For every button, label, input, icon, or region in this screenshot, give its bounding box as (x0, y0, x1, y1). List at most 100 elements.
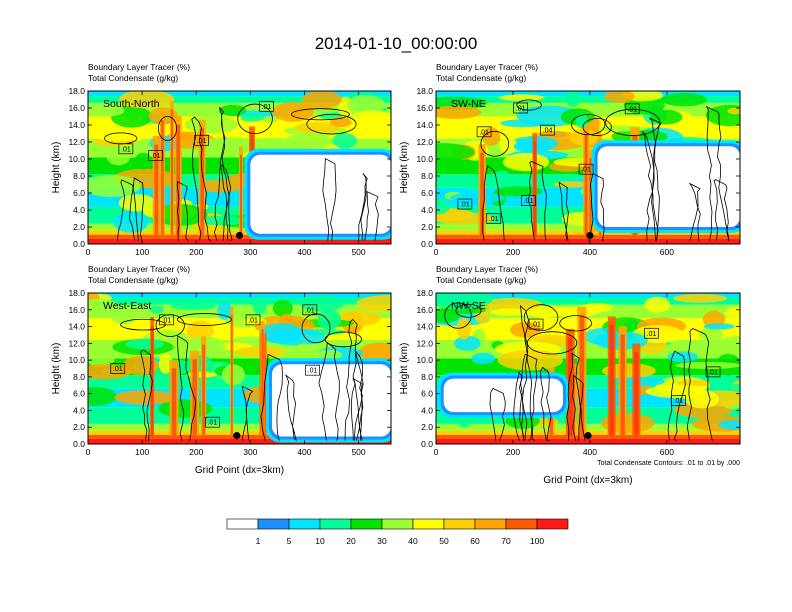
contour-label-box (259, 100, 274, 112)
left-title-1: Boundary Layer Tracer (%) (88, 264, 190, 274)
tracer-blob (88, 348, 115, 368)
tracer-layer (88, 298, 391, 305)
contour-label-box (110, 363, 126, 374)
contour-label: .01 (151, 153, 161, 160)
x-tick-label: 500 (351, 247, 365, 257)
y-tick-label: 0.0 (421, 439, 433, 449)
tracer-blob (346, 95, 385, 116)
condensate-contour-loop (559, 315, 592, 332)
contour-label-box (624, 103, 640, 115)
y-axis-label: Height (km) (399, 142, 410, 194)
tracer-blob (218, 104, 247, 116)
contour-label-box (540, 124, 555, 136)
y-tick-label: 8.0 (421, 171, 433, 181)
tracer-blob (502, 152, 550, 172)
y-tick-label: 0.0 (73, 439, 85, 449)
tracer-blob (498, 94, 545, 101)
condensate-contour (588, 173, 605, 241)
tracer-blob (299, 295, 345, 312)
tracer-blob (125, 338, 165, 350)
y-tick-label: 2.0 (73, 422, 85, 432)
tracer-blob (436, 143, 475, 162)
tracer-blob (149, 305, 164, 314)
condensate-contour (566, 352, 586, 441)
condensate-contour (322, 157, 337, 241)
y-tick-label: 16.0 (68, 103, 85, 113)
plot-frame (87, 90, 392, 245)
x-tick-label: 400 (583, 247, 597, 257)
y-tick-label: 10.0 (416, 355, 433, 365)
condensate-contour (191, 116, 212, 241)
condensate-contour-loop (176, 313, 232, 326)
panel-nw-se: .01 .01 .01 .01 NW-SE Boundary Layer Tracer (… (399, 264, 741, 486)
contour-label: .01 (674, 398, 684, 405)
tracer-plume-core (171, 368, 177, 436)
left-title-2: Total Condensate (g/kg) (88, 275, 178, 285)
contour-label: .01 (581, 167, 591, 174)
x-tick-label: 400 (297, 447, 311, 457)
tracer-blob (456, 317, 472, 340)
tracer-blob (684, 389, 720, 409)
condensate-contour (482, 164, 505, 241)
tracer-plume-core (584, 134, 588, 236)
tracer-plume-core (620, 334, 625, 436)
tracer-blob (482, 297, 542, 311)
tracer-blob (88, 409, 134, 419)
condensate-contour (519, 304, 536, 441)
colorbar-label: 1 (256, 536, 261, 546)
tracer-blob (272, 299, 293, 318)
tracer-layer (436, 238, 740, 244)
contour-label-box (159, 314, 174, 326)
condensate-contours (104, 103, 379, 241)
tracer-blob (495, 186, 543, 197)
condensate-contour (572, 374, 584, 441)
tracer-blob (471, 352, 496, 365)
condensate-contour (140, 349, 153, 441)
colorbar-label: 100 (530, 536, 544, 546)
colorbar-swatch (226, 518, 259, 530)
condensate-contour-loop (444, 302, 472, 329)
plot-frame (435, 292, 741, 445)
tracer-blob (675, 305, 694, 312)
tracer-layer (88, 238, 391, 244)
condensate-contour (527, 161, 547, 241)
y-tick-label: 2.0 (421, 222, 433, 232)
y-axis-label: Height (km) (51, 343, 62, 395)
contour-label-box (194, 134, 209, 146)
condensate-contour (558, 181, 569, 241)
condensate-contour (688, 182, 701, 241)
tracer-blob (111, 313, 137, 325)
y-tick-label: 8.0 (73, 171, 85, 181)
condensate-contour-loop (306, 113, 357, 135)
tracer-blob (536, 314, 553, 328)
condensate-contours (444, 302, 713, 441)
condensate-contour (686, 328, 713, 441)
contour-label: .01 (460, 202, 470, 209)
panel-south-north: .01 .01 .01 .01 South-North Boundary Layer Tr… (51, 62, 392, 257)
tracer-layer (436, 298, 740, 305)
y-tick-label: 6.0 (421, 188, 433, 198)
tracer-layer (88, 438, 391, 444)
location-dot (235, 231, 244, 240)
contour-label-box (148, 150, 163, 161)
clear-region (597, 146, 740, 227)
y-tick-label: 14.0 (416, 322, 433, 332)
condensate-contour-loop (324, 331, 362, 348)
contour-footnote: Total Condensate Contours: .01 to .01 by… (597, 460, 740, 467)
tracer-blob (673, 293, 727, 303)
colorbar-swatch (381, 518, 414, 530)
colorbar-label: 70 (501, 536, 511, 546)
x-tick-label: 100 (135, 447, 149, 457)
y-tick-label: 12.0 (68, 137, 85, 147)
x-tick-label: 100 (135, 247, 149, 257)
x-tick-label: 0 (434, 247, 439, 257)
tracer-blob (623, 96, 665, 115)
y-tick-label: 14.0 (68, 120, 85, 130)
tracer-plume-core (154, 144, 159, 236)
left-title-2: Total Condensate (g/kg) (436, 73, 526, 83)
contour-label: .01 (647, 331, 657, 338)
y-tick-label: 4.0 (421, 205, 433, 215)
condensate-contour (284, 373, 297, 441)
tracer-blob (184, 115, 239, 134)
tracer-layer (88, 423, 391, 431)
